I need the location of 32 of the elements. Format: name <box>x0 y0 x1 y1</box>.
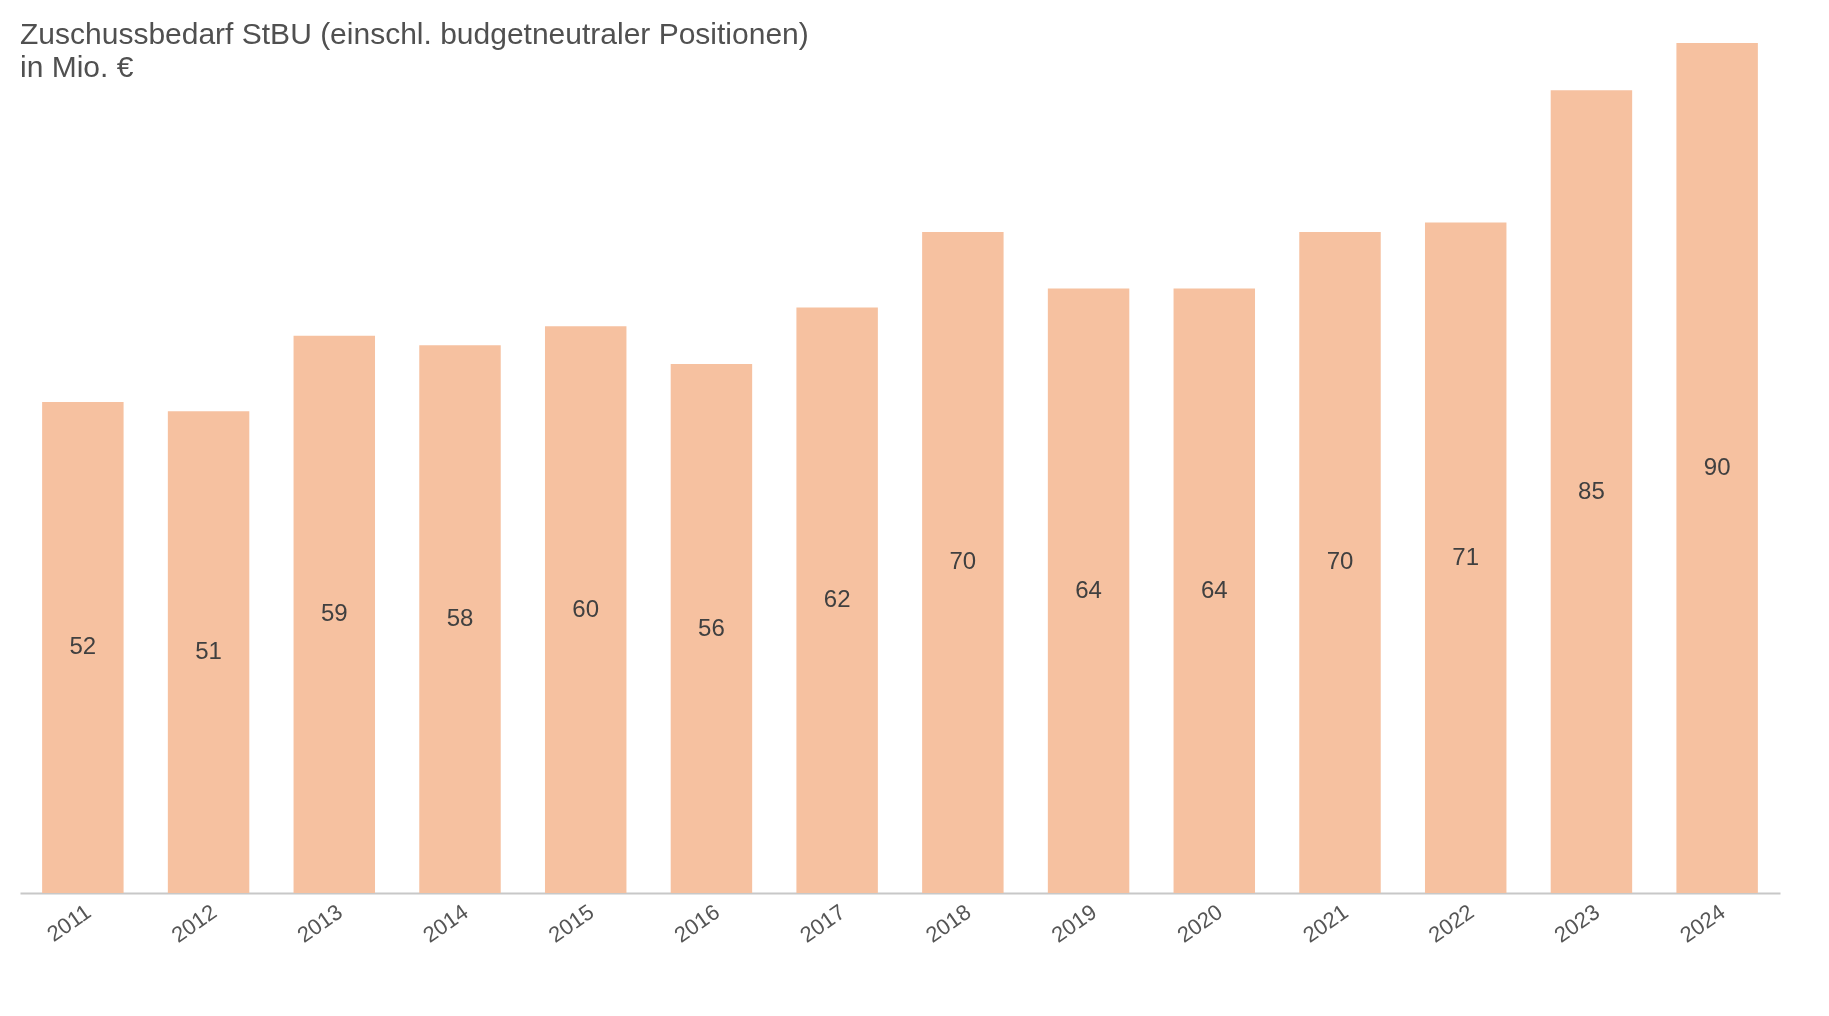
bar <box>796 307 878 893</box>
bar <box>1173 288 1256 893</box>
chart-subtitle: in Mio. € <box>20 50 134 83</box>
data-label: 51 <box>195 637 222 665</box>
data-label: 56 <box>698 613 725 641</box>
bar <box>1047 288 1130 893</box>
bar <box>1676 43 1758 893</box>
bar <box>670 364 753 893</box>
bar <box>544 326 627 893</box>
data-label: 64 <box>1200 575 1228 603</box>
bar <box>42 401 124 893</box>
data-label: 64 <box>1075 575 1102 603</box>
bar <box>1299 231 1381 893</box>
bar <box>167 411 250 893</box>
bar <box>293 335 376 893</box>
chart-title: Zuschussbedarf StBU (einschl. budgetneutraler Positionen) <box>20 17 809 50</box>
data-label: 52 <box>69 632 97 660</box>
data-label: 70 <box>1326 547 1354 575</box>
bar <box>1550 90 1633 893</box>
data-label: 62 <box>823 585 851 613</box>
data-label: 59 <box>320 599 348 627</box>
bar <box>1424 222 1507 893</box>
data-label: 85 <box>1578 476 1605 504</box>
x-tick-label: 2011 <box>42 899 96 947</box>
data-label: 58 <box>446 604 474 632</box>
x-tick-label: 2021 <box>1298 899 1353 948</box>
data-label: 71 <box>1452 542 1480 570</box>
data-label: 90 <box>1703 453 1731 480</box>
data-label: 70 <box>949 547 977 575</box>
data-label: 60 <box>572 594 600 622</box>
bar <box>922 231 1004 893</box>
bar <box>419 345 501 893</box>
